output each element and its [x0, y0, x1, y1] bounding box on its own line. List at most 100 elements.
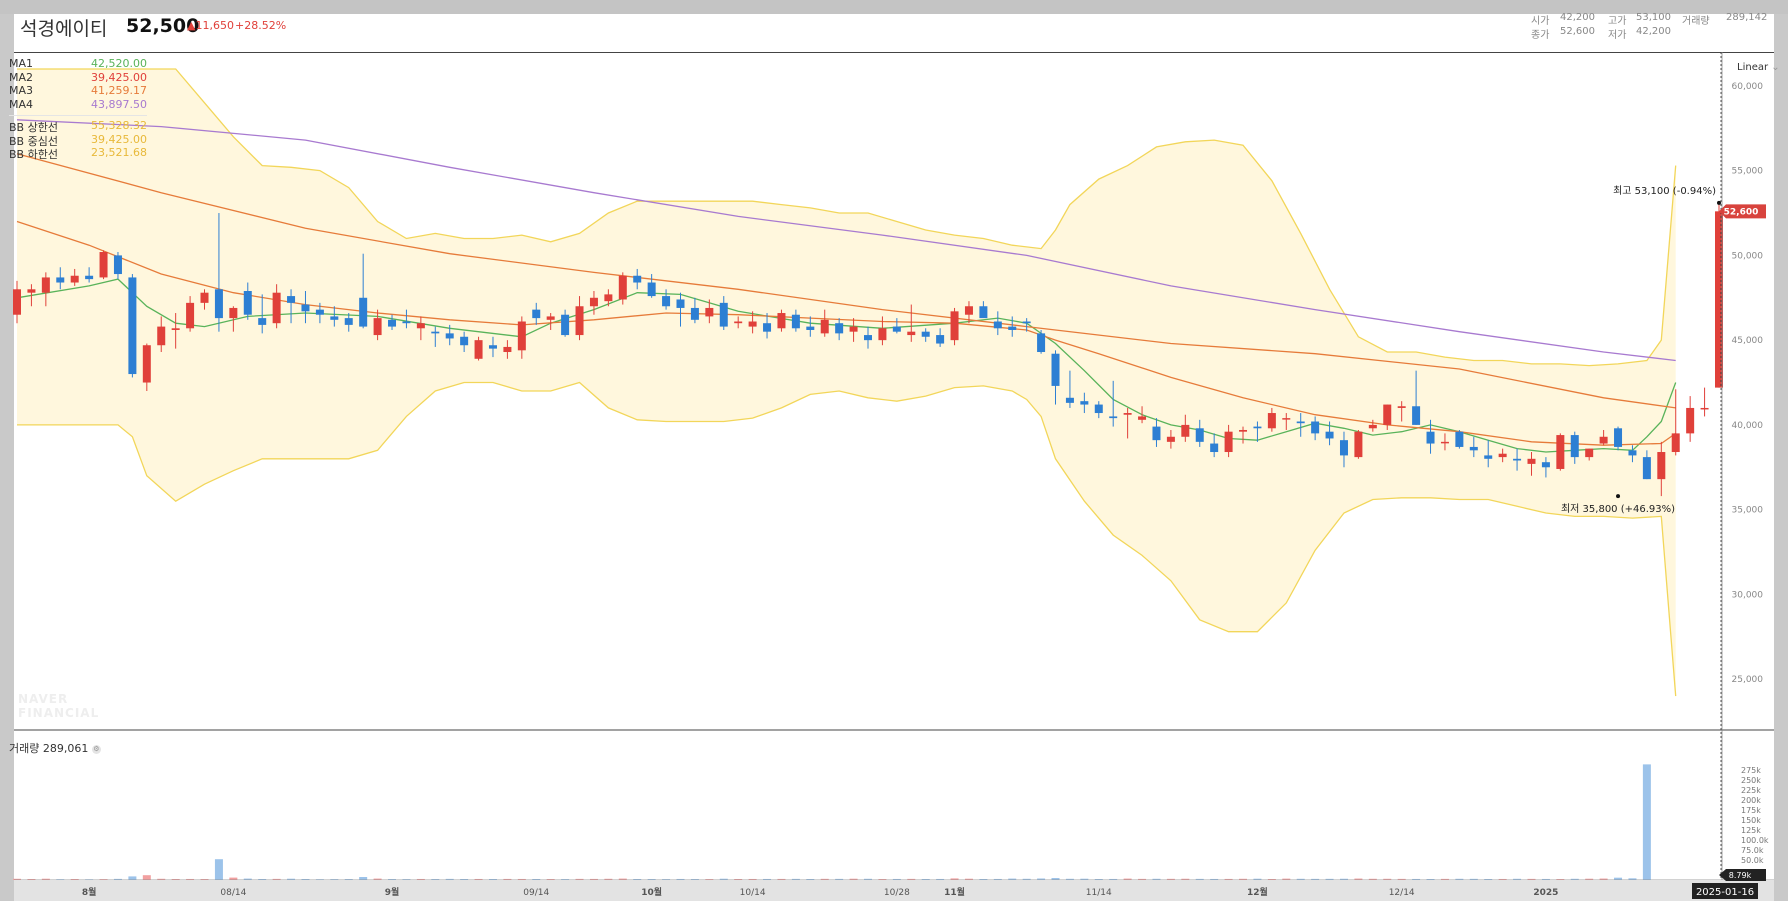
stock-name[interactable]: 석경에이티 [20, 18, 108, 40]
volume-bar [186, 878, 195, 880]
price-tag-label: 52,600 [1724, 207, 1759, 217]
volume-bar [936, 878, 945, 880]
volume-bar [546, 879, 555, 880]
candle-body [1354, 431, 1363, 458]
legend-name: BB 중심선 [9, 134, 58, 148]
date-tick-label: 9월 [385, 886, 400, 898]
volume-bar [1311, 878, 1320, 880]
candle-body [1037, 333, 1046, 353]
volume-bar [979, 879, 988, 880]
volume-bar [820, 878, 829, 880]
legend-ma-1: MA1 42,520.00 [9, 57, 147, 71]
candle-body [373, 318, 382, 336]
candle-body [618, 275, 627, 300]
annotations: 최고 53,100 (-0.94%) 최저 35,800 (+46.93%) 52,… [1561, 52, 1766, 899]
candle-body [113, 255, 122, 275]
volume-bar [171, 879, 180, 880]
bollinger-lower-line [17, 381, 1677, 697]
candle-body [719, 302, 728, 327]
bollinger-band [17, 68, 1677, 697]
ma-line-ma1 [16, 278, 1677, 453]
volume-bar [1065, 878, 1074, 880]
volume-bar [344, 879, 353, 880]
candle-body [1469, 446, 1478, 451]
candle-body [964, 306, 973, 315]
volume-bar [272, 878, 281, 880]
legend-bb-3: BB 하한선 23,521.68 [9, 146, 147, 161]
volume-bar [618, 878, 627, 880]
candle-body [993, 321, 1002, 329]
volume-bar [1614, 877, 1623, 880]
candle-body [330, 316, 339, 320]
candle-body [662, 296, 671, 307]
volume-bar [41, 878, 50, 880]
price-tag-bg [1719, 204, 1766, 219]
price-tick-label: 55,000 [1732, 167, 1764, 177]
candle-body [546, 316, 555, 320]
volume-bar [1267, 879, 1276, 880]
volume-bar [416, 878, 425, 880]
candle-body [936, 335, 945, 344]
volume-bar [474, 878, 483, 880]
candle-body [128, 277, 137, 375]
volume-bar [359, 877, 368, 880]
volume-bar [128, 876, 137, 880]
candle-body [791, 314, 800, 329]
price-tick-label: 35,000 [1732, 506, 1764, 516]
candle-body [214, 289, 223, 319]
legend-value: 39,425.00 [91, 132, 147, 146]
candle-body [748, 321, 757, 327]
candle-body [589, 297, 598, 307]
candle-body [445, 333, 454, 339]
candle-body [921, 331, 930, 337]
price-change-pct: +28.52% [235, 19, 287, 32]
volume-tick-label: 200k [1741, 796, 1761, 805]
scale-toggle[interactable]: Linear ⌄ [1737, 62, 1780, 73]
frame-left [0, 14, 14, 901]
candle-body [878, 328, 887, 341]
candle-body [820, 319, 829, 334]
volume-bar [964, 878, 973, 880]
volume-bar [604, 878, 613, 880]
candle-body [1426, 431, 1435, 444]
candle-body [849, 326, 858, 332]
candle-body [27, 289, 36, 293]
candle-body [575, 306, 584, 336]
chevron-down-icon: ⌄ [1771, 62, 1780, 73]
volume-bar [849, 878, 858, 880]
price-tick-label: 60,000 [1732, 82, 1764, 92]
volume-bars [13, 764, 1651, 880]
candle-body [157, 326, 166, 346]
candle-body [1181, 424, 1190, 437]
candle-body [1267, 413, 1276, 429]
volume-bar [488, 879, 497, 880]
legend-value: 55,328.32 [91, 119, 147, 132]
settings-icon[interactable]: ⚙ [91, 744, 101, 754]
candle-body [1715, 211, 1723, 388]
volume-bar [1080, 878, 1089, 880]
candle-body [1138, 416, 1147, 420]
candle-body [41, 277, 50, 293]
candle-body [1325, 431, 1334, 439]
high-label: 고가 [1608, 16, 1627, 27]
candle-body [1412, 406, 1421, 425]
window-top-bar [0, 0, 1788, 14]
volume-label: 거래량 [1682, 16, 1710, 27]
volume-bar [200, 879, 209, 880]
volume-bar [258, 879, 267, 880]
volume-bar [1224, 878, 1233, 880]
date-tag-bg [1692, 883, 1758, 899]
volume-bar [748, 878, 757, 880]
date-tick-label: 09/14 [523, 888, 549, 898]
volume-bar [1570, 878, 1579, 880]
legend-name: BB 상한선 [9, 121, 58, 134]
volume-bar [892, 878, 901, 880]
candle-body [344, 318, 353, 325]
candle-body [186, 302, 195, 329]
price-tick-label: 45,000 [1732, 336, 1764, 346]
volume-bar [1094, 879, 1103, 880]
candle-body [503, 346, 512, 353]
candle-body [99, 252, 108, 278]
legend-bb-2: BB 중심선 39,425.00 [9, 132, 147, 148]
